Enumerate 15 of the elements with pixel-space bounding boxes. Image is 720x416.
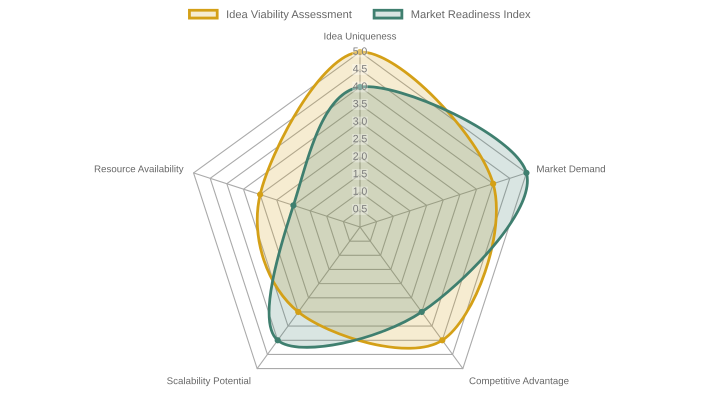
y-tick-label: 1.0 <box>354 187 367 195</box>
spoke-label: Scalability Potential <box>167 377 250 386</box>
legend-label: Market Readiness Index <box>412 10 530 18</box>
y-tick-label: 2.0 <box>353 152 367 160</box>
y-tick-label: 0.5 <box>353 204 367 212</box>
spoke-label: Market Demand <box>537 165 605 172</box>
legend-label: Idea Viability Assessment <box>227 10 352 20</box>
spoke-label: Idea Uniqueness <box>324 32 396 42</box>
y-tick-label: 3.5 <box>353 100 367 108</box>
y-tick-label: 4.5 <box>353 65 367 72</box>
y-tick-label: 1.5 <box>354 170 367 178</box>
y-tick-label: 3.0 <box>353 117 367 125</box>
spoke-label: Resource Availability <box>94 165 184 174</box>
spoke-label: Competitive Advantage <box>470 377 569 386</box>
y-tick-label: 2.5 <box>353 134 367 142</box>
